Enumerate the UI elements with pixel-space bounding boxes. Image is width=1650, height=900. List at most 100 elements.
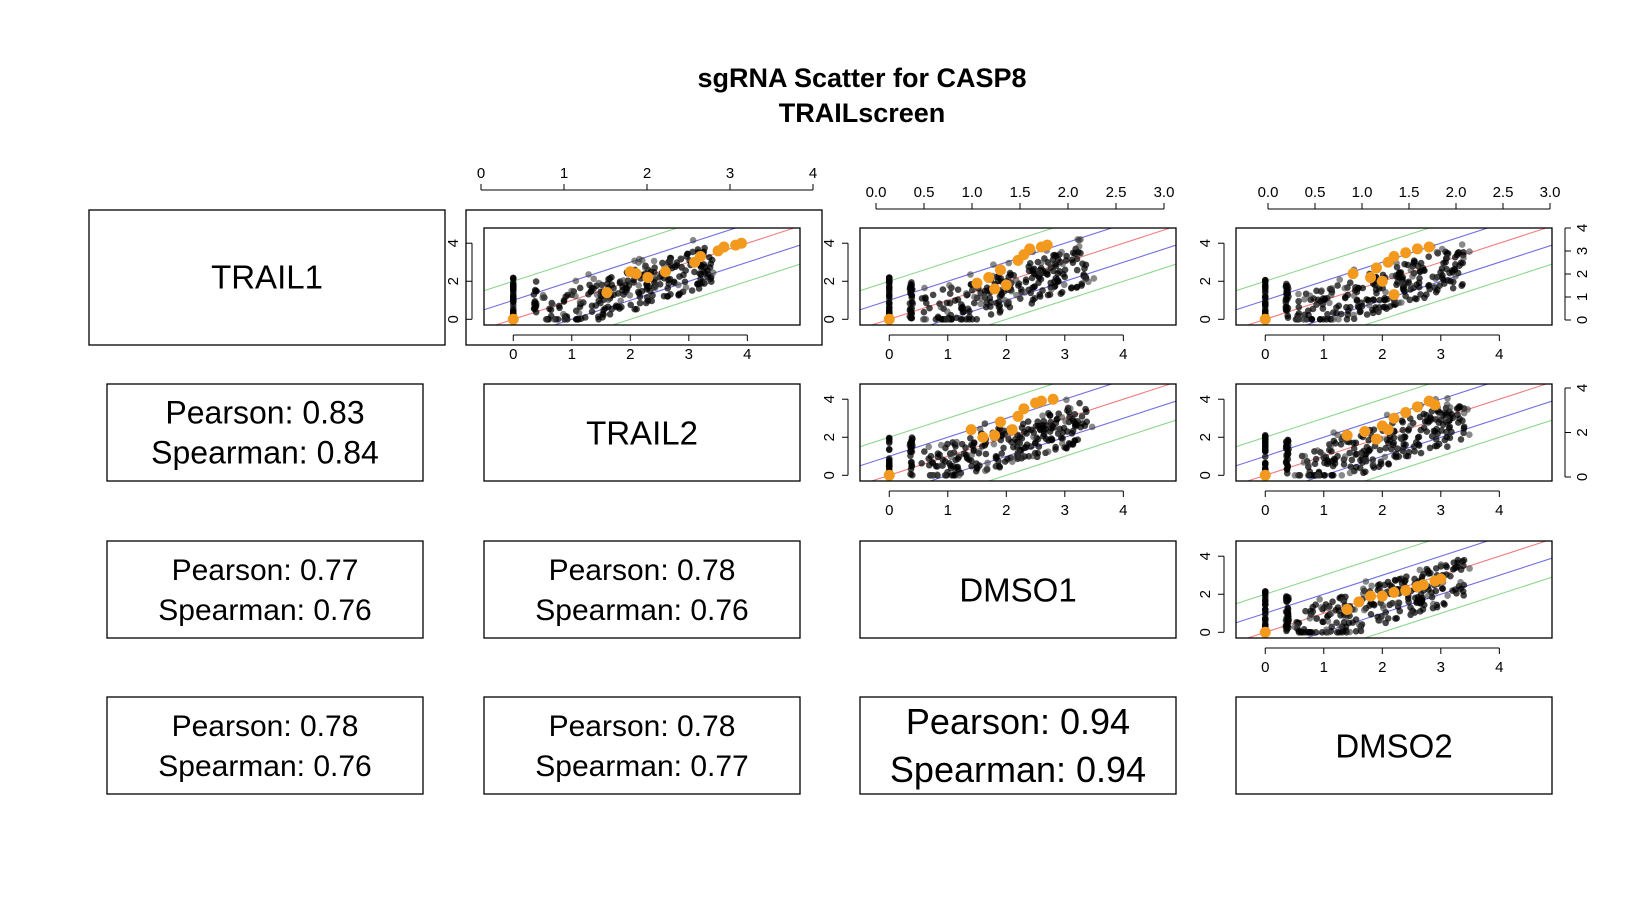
- data-point: [1458, 241, 1466, 248]
- top-tick-label: 2.0: [1446, 184, 1467, 201]
- data-point: [664, 284, 672, 292]
- data-point: [1383, 305, 1390, 312]
- data-point: [1333, 304, 1340, 311]
- data-point: [1336, 276, 1344, 283]
- data-point: [1316, 596, 1323, 603]
- data-point: [1367, 611, 1375, 618]
- data-point: [1457, 578, 1464, 586]
- data-point: [1261, 278, 1269, 285]
- data-point: [1039, 412, 1046, 419]
- correlation-box: [106, 540, 424, 639]
- data-point: [1352, 451, 1359, 458]
- data-point: [1074, 248, 1082, 256]
- data-point: [1360, 606, 1368, 614]
- data-point: [1016, 440, 1023, 447]
- correlation-panel: Pearson: 0.78 Spearman: 0.77: [483, 696, 801, 795]
- data-point: [946, 299, 954, 307]
- data-point: [968, 286, 976, 294]
- data-point: [1059, 260, 1067, 268]
- data-point: [938, 315, 946, 323]
- data-point: [1071, 423, 1079, 430]
- data-point: [1399, 285, 1407, 293]
- pearson-value: Pearson: 0.77: [172, 554, 359, 587]
- data-point: [1311, 460, 1319, 468]
- data-point: [1415, 279, 1423, 287]
- top-tick-label: 0.0: [866, 184, 887, 201]
- correlation-panel: Pearson: 0.78 Spearman: 0.76: [483, 540, 801, 639]
- data-point: [700, 268, 708, 275]
- highlight-point: [1365, 271, 1377, 283]
- data-point: [1337, 441, 1345, 448]
- x-tick-label: 3: [1061, 502, 1069, 519]
- data-point: [587, 288, 595, 295]
- data-point: [1012, 436, 1019, 443]
- top-tick-label: 2.5: [1493, 184, 1514, 201]
- data-point: [665, 276, 672, 284]
- data-point: [1319, 305, 1327, 312]
- data-point: [1447, 277, 1454, 285]
- data-point: [667, 257, 674, 265]
- data-point: [1294, 315, 1301, 323]
- data-point: [680, 271, 687, 279]
- spearman-value: Spearman: 0.76: [158, 750, 371, 783]
- data-point: [562, 315, 569, 323]
- data-point: [1460, 425, 1468, 432]
- data-point: [1052, 443, 1059, 451]
- x-tick-label: 0: [1261, 659, 1269, 676]
- sample-label: DMSO1: [959, 572, 1076, 609]
- spearman-value: Spearman: 0.76: [535, 594, 748, 627]
- data-point: [576, 284, 584, 292]
- data-point: [1326, 299, 1333, 307]
- correlation-panel: Pearson: 0.94 Spearman: 0.94: [859, 696, 1177, 795]
- scatter-panel-box: [859, 383, 1177, 482]
- x-tick-label: 1: [1320, 502, 1328, 519]
- data-point: [1081, 422, 1089, 429]
- data-point: [1394, 445, 1401, 452]
- sample-label: DMSO2: [1335, 728, 1452, 765]
- scatter-panel: 0 2 4 0 1 2 3 4: [821, 227, 1177, 363]
- data-point: [1313, 615, 1320, 622]
- x-tick-label: 2: [1378, 346, 1386, 363]
- scatter-panel: 0 2 4 0 1 2 3 4: [1197, 540, 1553, 676]
- sample-panel-box: [483, 383, 801, 482]
- data-point: [1423, 411, 1430, 419]
- data-point: [1446, 423, 1454, 431]
- data-point: [885, 278, 893, 286]
- scatter-plot-area: [1236, 228, 1552, 325]
- data-point: [928, 471, 936, 479]
- data-point: [1023, 430, 1030, 437]
- data-point: [969, 442, 977, 449]
- data-point: [1360, 469, 1367, 477]
- data-point: [1325, 628, 1333, 636]
- reference-line: [1236, 384, 1431, 448]
- data-point: [1046, 260, 1053, 267]
- reference-line: [869, 228, 1172, 325]
- data-point: [1346, 449, 1353, 457]
- data-point: [966, 307, 973, 315]
- data-point: [1345, 307, 1352, 315]
- data-point: [1346, 628, 1354, 636]
- x-tick-label: 2: [1378, 659, 1386, 676]
- data-point: [1401, 260, 1408, 268]
- data-point: [1376, 446, 1384, 454]
- x-tick-label: 1: [944, 346, 952, 363]
- data-point: [966, 313, 973, 320]
- data-point: [1340, 461, 1348, 468]
- highlight-point: [1411, 243, 1423, 255]
- data-point: [1466, 565, 1473, 572]
- reference-line: [986, 263, 1176, 325]
- data-point: [1416, 413, 1424, 421]
- data-point: [1405, 598, 1412, 606]
- data-point: [1073, 255, 1081, 263]
- top-tick-label: 4: [809, 165, 817, 182]
- data-point: [1446, 434, 1454, 442]
- data-point: [951, 297, 959, 304]
- data-point: [1370, 601, 1378, 609]
- data-point: [1366, 446, 1374, 453]
- highlight-point: [1382, 424, 1394, 436]
- highlight-point: [1035, 395, 1047, 407]
- top-tick-label: 0.5: [914, 184, 935, 201]
- scatter-plot-area: [1236, 541, 1552, 638]
- reference-line: [610, 263, 800, 325]
- data-point: [908, 314, 915, 322]
